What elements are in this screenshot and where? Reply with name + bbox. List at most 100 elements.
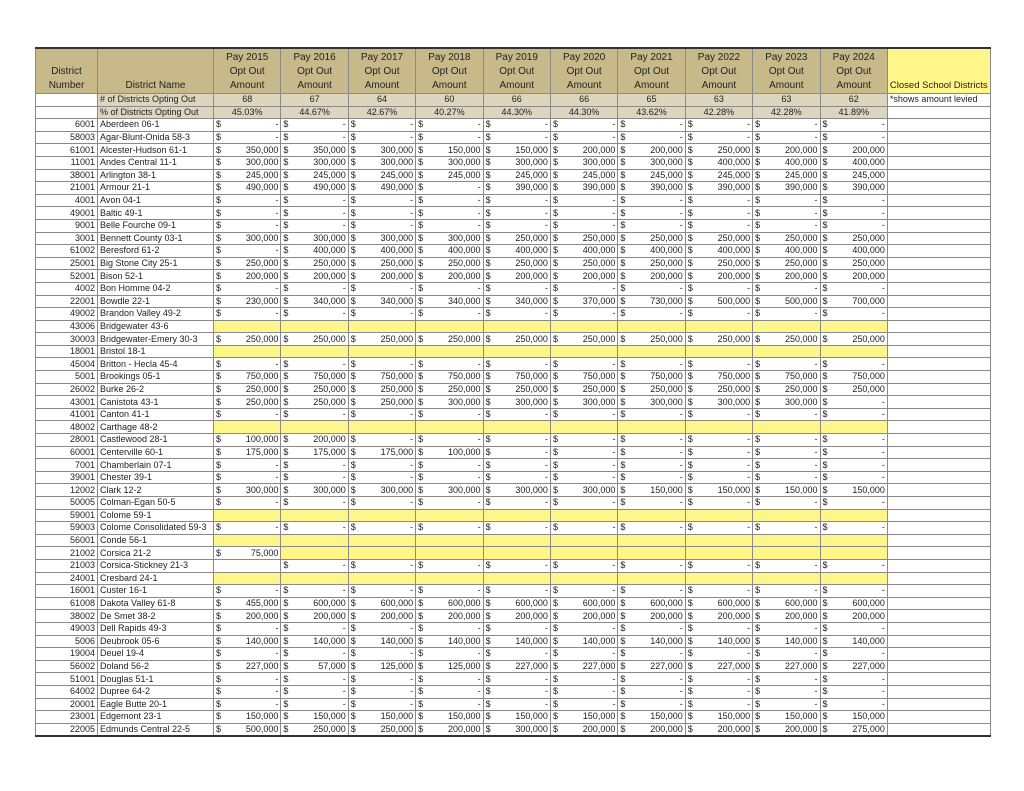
amount-cell: $ -	[617, 445, 686, 460]
currency-symbol: $	[822, 598, 828, 609]
currency-symbol: $	[755, 245, 761, 256]
amount-value: $250,000	[486, 233, 548, 244]
closed-cell	[415, 546, 484, 560]
amount-text: 390,000	[717, 182, 751, 193]
amount-text: -	[612, 283, 616, 294]
amount-value: $300,000	[620, 397, 682, 408]
currency-symbol: $	[485, 446, 491, 457]
closed-note-cell	[886, 609, 991, 623]
currency-symbol: $	[552, 472, 558, 483]
closed-note-cell	[886, 269, 991, 283]
currency-symbol: $	[418, 497, 424, 508]
currency-symbol: $	[822, 610, 828, 621]
amount-value: $150,000	[755, 485, 817, 496]
amount-text: 400,000	[784, 157, 818, 168]
closed-cell	[752, 319, 821, 334]
amount-cell: $ -	[415, 181, 484, 195]
amount-cell: $ -	[347, 307, 417, 321]
header-year-label: Pay 2023	[765, 52, 808, 63]
currency-symbol: $	[620, 698, 626, 709]
amount-value: $250,000	[216, 397, 278, 408]
amount-value: $400,000	[418, 246, 480, 257]
amount-text: -	[275, 220, 279, 231]
district-number: 61002	[35, 244, 98, 258]
amount-cell: $140,000	[819, 634, 888, 649]
currency-symbol: $	[283, 585, 289, 596]
amount-cell: $300,000	[347, 231, 417, 246]
amount-value: $250,000	[553, 233, 615, 244]
amount-text: 350,000	[313, 144, 346, 155]
amount-text: -	[881, 522, 885, 533]
amount-value: $ -	[283, 560, 345, 571]
amount-text: 250,000	[313, 723, 346, 734]
amount-text: 300,000	[380, 144, 414, 155]
amount-text: 370,000	[582, 295, 616, 306]
currency-symbol: $	[216, 661, 222, 672]
currency-symbol: $	[552, 358, 558, 369]
closed-note-cell	[886, 319, 991, 334]
amount-value: $400,000	[823, 157, 885, 168]
amount-cell: $250,000	[752, 382, 821, 397]
currency-symbol: $	[687, 157, 693, 168]
currency-symbol: $	[552, 434, 558, 445]
amount-text: -	[342, 648, 346, 659]
amount-value: $ -	[620, 220, 682, 231]
amount-text: 250,000	[650, 383, 683, 394]
amount-text: -	[410, 434, 414, 445]
currency-symbol: $	[418, 472, 424, 483]
amount-value: $600,000	[755, 598, 817, 609]
amount-cell: $140,000	[549, 634, 619, 649]
currency-symbol: $	[755, 119, 761, 130]
amount-cell: $750,000	[819, 370, 888, 384]
amount-text: 200,000	[650, 270, 683, 281]
amount-cell: $ -	[819, 193, 888, 208]
district-number: 38001	[35, 168, 98, 183]
district-name: Bristol 18-1	[97, 344, 214, 359]
amount-cell: $ -	[482, 218, 551, 233]
currency-symbol: $	[687, 308, 693, 319]
amount-cell: $ -	[415, 697, 484, 712]
amount-value: $ -	[418, 283, 480, 294]
amount-cell: $ -	[482, 118, 551, 132]
amount-text: 245,000	[582, 169, 616, 180]
closed-cell	[752, 546, 821, 560]
header-amount-label: Amount	[769, 80, 804, 91]
amount-cell: $200,000	[347, 609, 417, 623]
amount-cell: $250,000	[752, 231, 821, 246]
amount-value: $200,000	[486, 271, 548, 282]
amount-cell: $200,000	[819, 143, 888, 157]
amount-text: 150,000	[852, 711, 885, 722]
amount-text: 230,000	[245, 295, 279, 306]
amount-text: -	[342, 220, 346, 231]
amount-cell: $300,000	[415, 155, 484, 170]
currency-symbol: $	[350, 169, 356, 180]
amount-value: $ -	[216, 120, 278, 131]
amount-value: $245,000	[216, 170, 278, 181]
amount-text: -	[477, 560, 481, 571]
amount-cell: $ -	[212, 621, 282, 636]
district-name: Corsica-Stickney 21-3	[97, 558, 214, 573]
amount-text: -	[747, 623, 751, 634]
currency-symbol: $	[283, 698, 289, 709]
amount-value: $ -	[216, 220, 278, 231]
amount-value: $250,000	[216, 334, 278, 345]
amount-text: -	[679, 585, 683, 596]
amount-value: $600,000	[283, 598, 345, 609]
currency-symbol: $	[485, 182, 491, 193]
currency-symbol: $	[687, 560, 693, 571]
amount-value: $140,000	[283, 636, 345, 647]
amount-text: 200,000	[717, 270, 751, 281]
amount-text: -	[814, 132, 818, 143]
amount-value: $227,000	[755, 661, 817, 672]
amount-value: $245,000	[823, 170, 885, 181]
currency-symbol: $	[283, 232, 289, 243]
amount-text: -	[747, 446, 751, 457]
amount-text: -	[275, 308, 279, 319]
currency-symbol: $	[822, 195, 828, 206]
amount-text: -	[612, 522, 616, 533]
amount-cell: $ -	[482, 206, 551, 220]
currency-symbol: $	[283, 459, 289, 470]
amount-cell: $150,000	[347, 710, 417, 724]
amount-text: -	[679, 560, 683, 571]
district-number: 20001	[35, 697, 98, 712]
